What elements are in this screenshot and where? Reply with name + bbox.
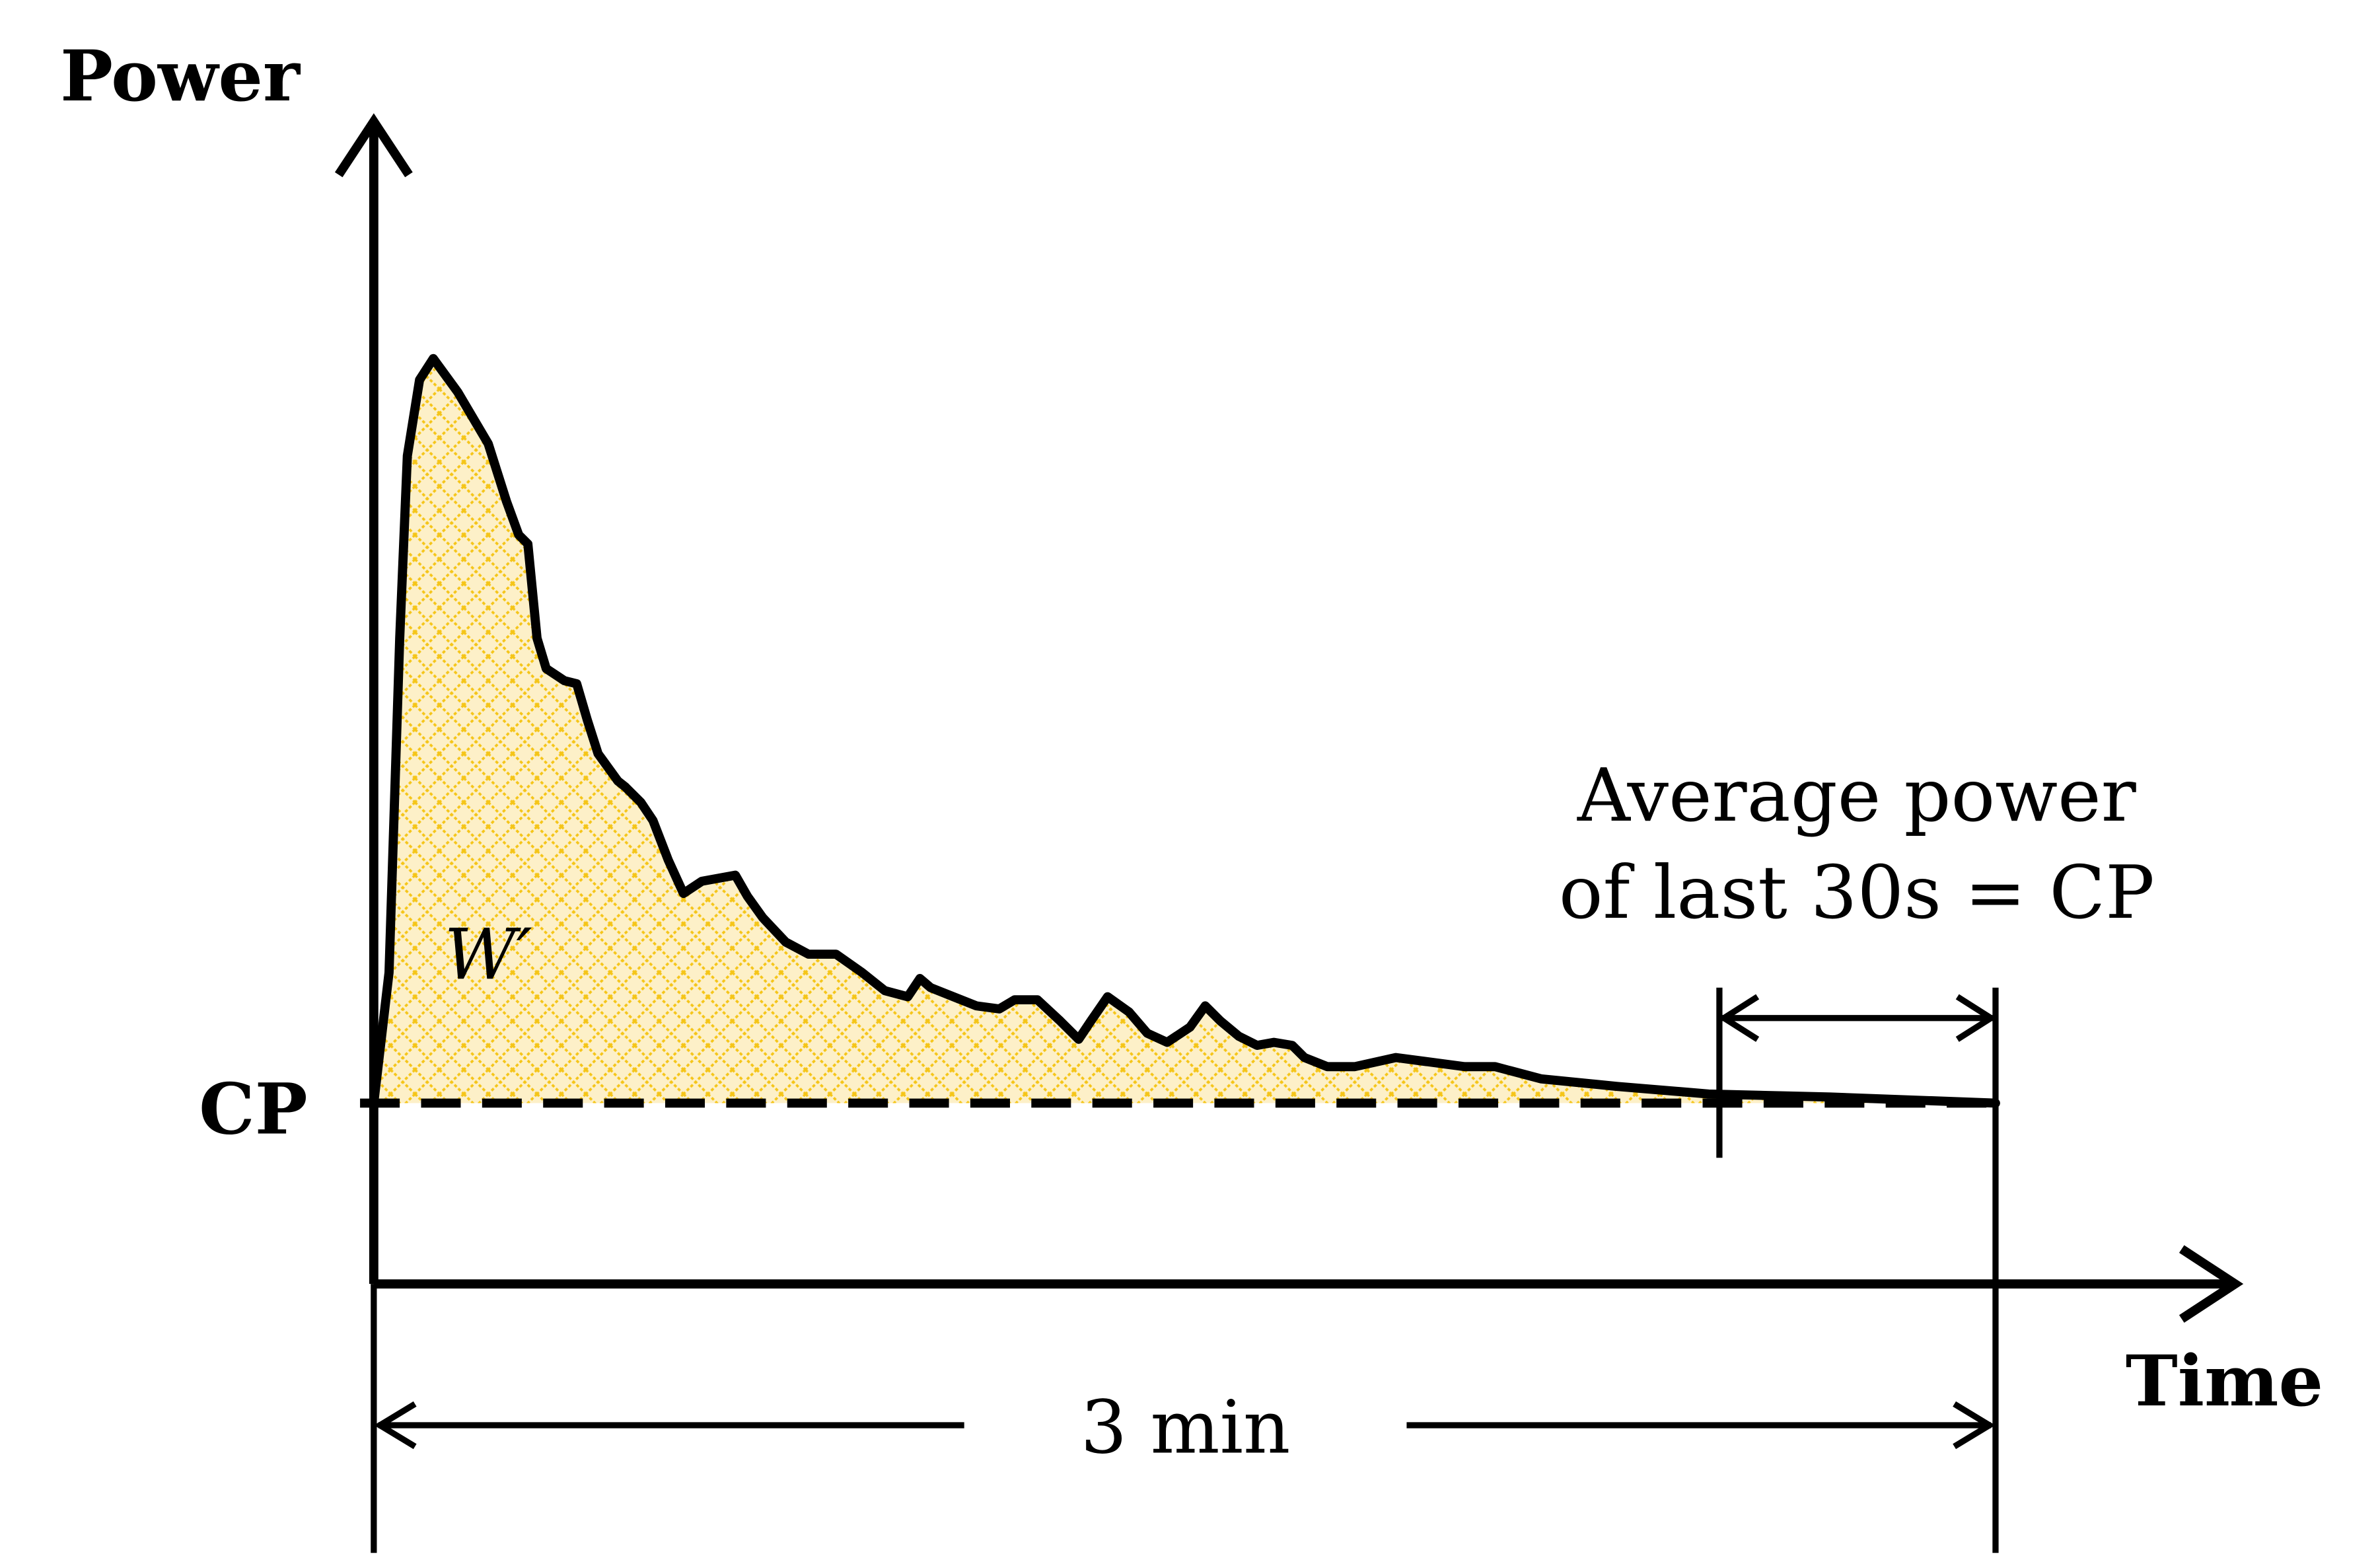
duration-arrow-left-head <box>374 1401 417 1450</box>
duration-arrow-right-head <box>1953 1401 1996 1450</box>
annotation-line-2: of last 30s = CP <box>1559 850 2155 936</box>
duration-label: 3 min <box>1081 1386 1291 1471</box>
last30s-arrow-left-head <box>1718 994 1760 1042</box>
cp-label: CP <box>199 1068 307 1151</box>
x-axis-arrowhead <box>2179 1245 2244 1323</box>
y-axis-label: Power <box>60 35 301 118</box>
y-axis-arrowhead <box>334 113 413 178</box>
x-axis-label: Time <box>2126 1340 2323 1423</box>
power-curve <box>369 353 2000 1108</box>
w-prime-label: W′ <box>444 914 532 996</box>
last30s-arrow-right-head <box>1955 994 1997 1042</box>
annotation-line-1: Average power <box>1577 753 2136 838</box>
w-prime-area <box>373 358 1996 1103</box>
